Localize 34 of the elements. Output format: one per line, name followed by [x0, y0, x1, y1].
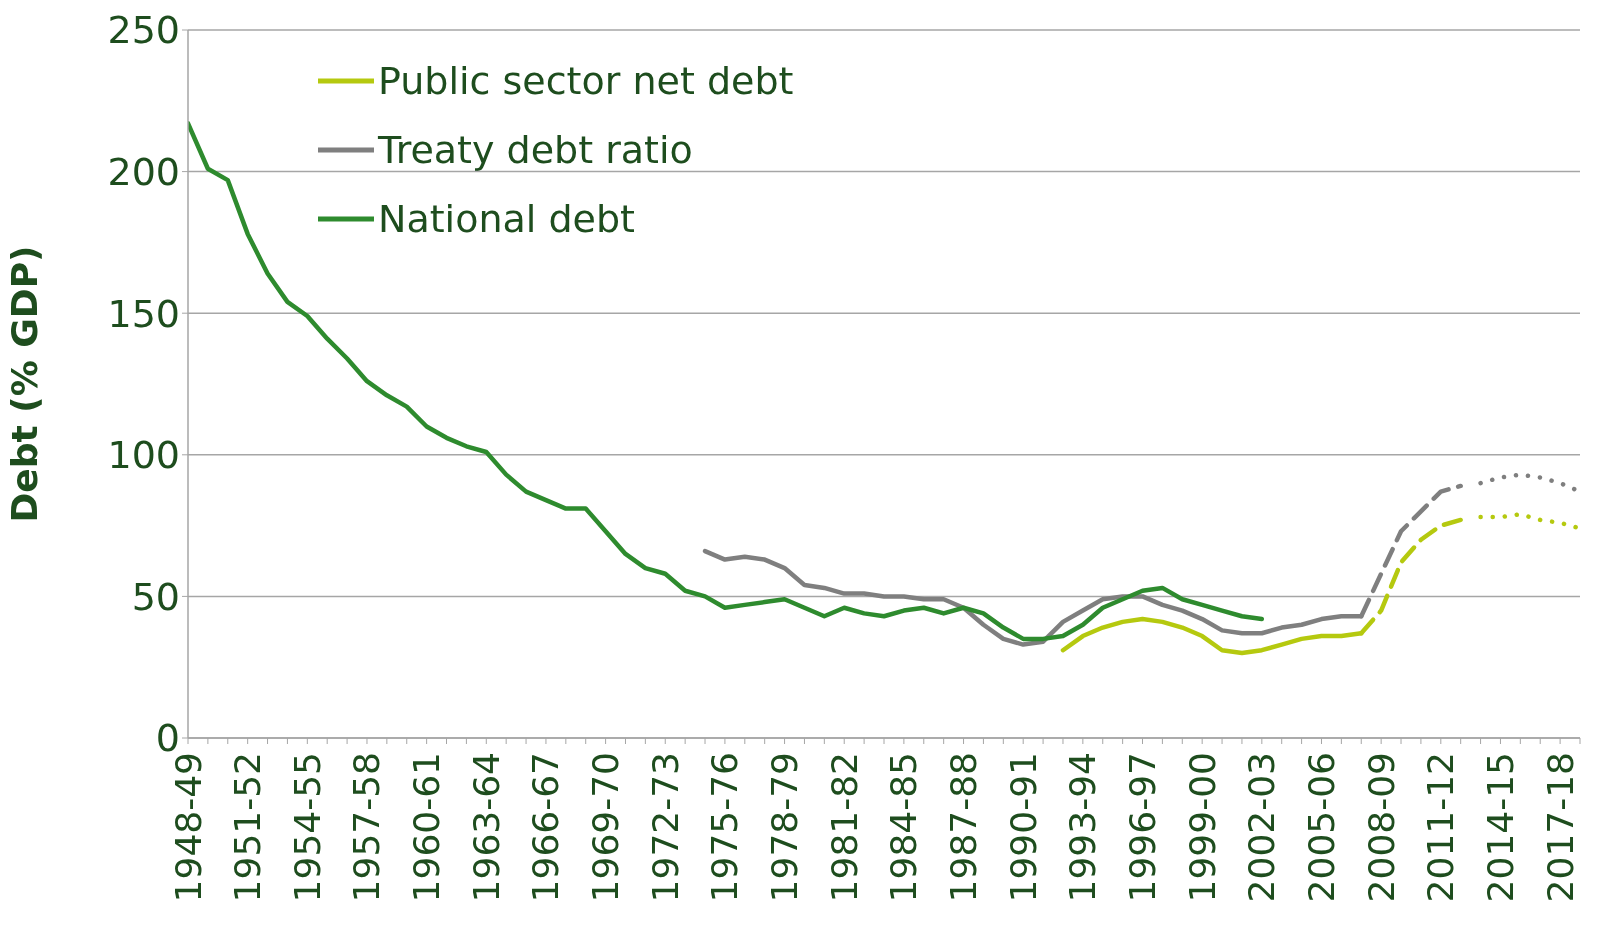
- x-tick-label: 1963-64: [465, 752, 507, 903]
- y-tick-label: 50: [131, 574, 180, 619]
- x-tick-label: 1996-97: [1122, 752, 1164, 903]
- x-tick-label: 1975-76: [704, 752, 746, 903]
- x-tick-label: 1951-52: [227, 752, 269, 903]
- y-tick-label: 200: [107, 150, 180, 195]
- x-tick-label: 1978-79: [764, 752, 806, 903]
- y-tick-label: 250: [107, 8, 180, 53]
- legend-label: National debt: [378, 196, 635, 241]
- y-axis-title: Debt (% GDP): [3, 245, 45, 523]
- x-tick-label: 2014-15: [1479, 752, 1521, 903]
- x-tick-label: 1960-61: [406, 752, 448, 903]
- x-tick-label: 2011-12: [1420, 752, 1462, 903]
- x-tick-label: 1969-70: [585, 752, 627, 903]
- y-tick-label: 150: [107, 291, 180, 336]
- x-tick-label: 1957-58: [346, 752, 388, 903]
- x-tick-label: 2008-09: [1360, 752, 1402, 903]
- x-tick-label: 1966-67: [525, 752, 567, 903]
- x-tick-label: 1981-82: [823, 752, 865, 903]
- x-tick-label: 1954-55: [286, 752, 328, 903]
- x-tick-label: 2002-03: [1241, 752, 1283, 903]
- x-tick-label: 1990-91: [1002, 752, 1044, 903]
- x-tick-label: 1984-85: [883, 752, 925, 903]
- line-series: [188, 121, 1265, 642]
- y-tick-label: 100: [107, 433, 180, 478]
- x-tick-label: 2005-06: [1300, 752, 1342, 903]
- legend-label: Public sector net debt: [378, 58, 794, 103]
- x-tick-label: 1987-88: [943, 752, 985, 903]
- line-series: [1478, 512, 1580, 531]
- x-tick-label: 1999-00: [1181, 752, 1223, 903]
- x-tick-label: 2017-18: [1539, 752, 1581, 903]
- legend-label: Treaty debt ratio: [378, 127, 693, 172]
- x-tick-label: 1993-94: [1062, 752, 1104, 903]
- x-tick-label: 1972-73: [644, 752, 686, 903]
